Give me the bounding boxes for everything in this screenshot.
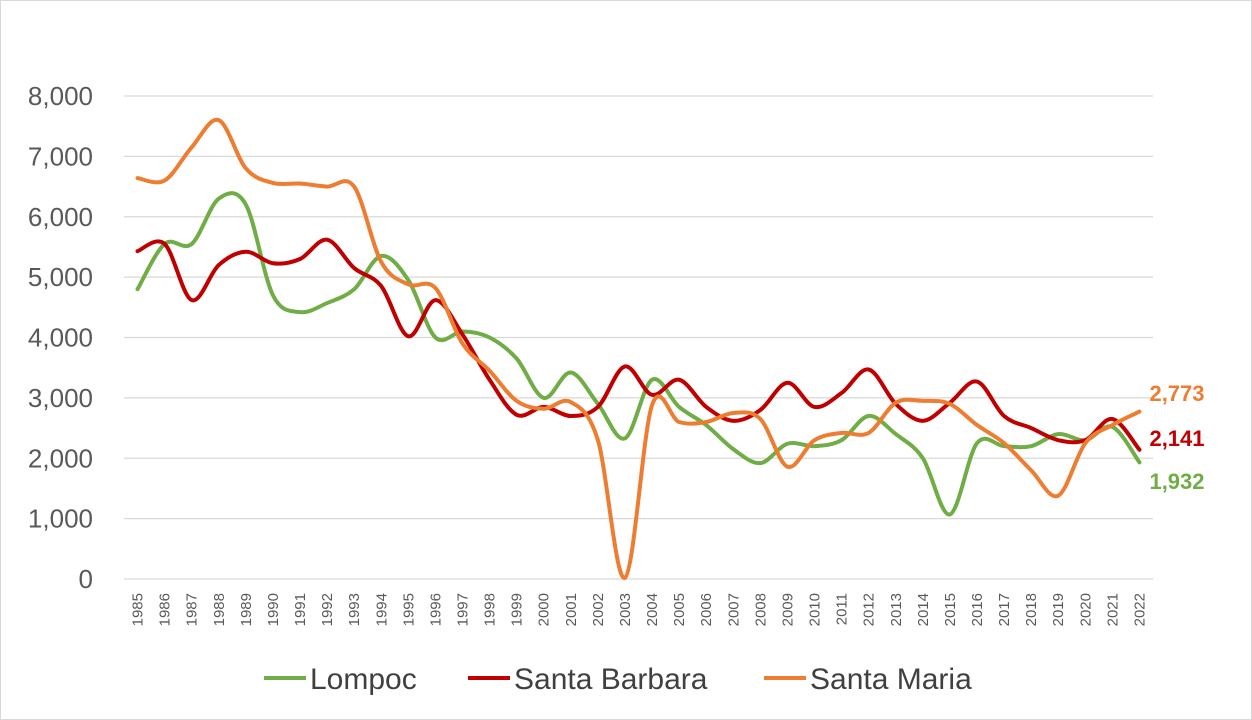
x-tick-label: 2008 (752, 593, 769, 626)
end-labels: 1,932 2,141 2,773 (1149, 381, 1204, 494)
x-tick-label: 2003 (617, 593, 634, 626)
x-tick-label: 2022 (1131, 593, 1148, 626)
x-tick-label: 2015 (942, 593, 959, 626)
x-tick-label: 2017 (996, 593, 1013, 626)
legend-label-santa-barbara: Santa Barbara (514, 663, 708, 696)
end-label-lompoc: 1,932 (1149, 469, 1204, 494)
end-label-santa-barbara: 2,141 (1149, 426, 1204, 451)
x-tick-label: 1985 (130, 593, 147, 626)
legend-label-lompoc: Lompoc (310, 663, 417, 696)
x-tick-label: 2011 (834, 593, 851, 625)
y-tick-label: 7,000 (28, 141, 93, 171)
y-tick-label: 5,000 (28, 262, 93, 292)
x-tick-label: 2019 (1050, 593, 1067, 626)
x-tick-label: 2021 (1104, 593, 1121, 626)
x-tick-label: 2018 (1023, 593, 1040, 626)
x-tick-label: 2001 (563, 593, 580, 626)
x-tick-label: 2006 (698, 593, 715, 626)
x-tick-label: 2012 (861, 593, 878, 626)
x-tick-label: 2007 (725, 593, 742, 626)
series-line-santa-maria (135, 117, 1142, 580)
y-tick-label: 2,000 (28, 443, 93, 473)
x-tick-label: 1995 (400, 593, 417, 626)
x-tick-label: 1988 (211, 593, 228, 626)
x-tick-label: 2013 (888, 593, 905, 626)
x-tick-label: 1987 (184, 593, 201, 626)
x-axis-ticks: 1985 1986 1987 1988 1989 1990 1991 1992 1993 1994… (130, 593, 1149, 626)
x-tick-label: 2020 (1077, 593, 1094, 626)
x-tick-label: 2000 (536, 593, 553, 626)
y-tick-label: 4,000 (28, 323, 93, 353)
x-tick-label: 2014 (915, 593, 932, 626)
x-tick-label: 2002 (590, 593, 607, 626)
x-tick-label: 2004 (644, 593, 661, 626)
gridlines (124, 95, 1153, 580)
y-axis-ticks: 0 1,000 2,000 3,000 4,000 5,000 6,000 7,000 8,00… (28, 81, 93, 594)
x-tick-label: 1993 (346, 593, 363, 626)
y-tick-label: 3,000 (28, 383, 93, 413)
x-tick-label: 1998 (482, 593, 499, 626)
series-line-santa-barbara (135, 237, 1142, 452)
y-tick-label: 8,000 (28, 81, 93, 111)
series-line-lompoc (135, 191, 1142, 517)
x-tick-label: 1997 (454, 593, 471, 626)
legend-label-santa-maria: Santa Maria (810, 663, 972, 696)
x-tick-label: 1991 (292, 593, 309, 626)
x-tick-label: 1990 (265, 593, 282, 626)
x-tick-label: 2009 (779, 593, 796, 626)
x-tick-label: 1992 (319, 593, 336, 626)
x-tick-label: 1996 (427, 593, 444, 626)
x-tick-label: 2010 (807, 593, 824, 626)
y-tick-label: 1,000 (28, 504, 93, 534)
x-tick-label: 1986 (157, 593, 174, 626)
x-tick-label: 2016 (969, 593, 986, 626)
y-tick-label: 0 (79, 564, 93, 594)
x-tick-label: 1999 (509, 593, 526, 626)
end-label-santa-maria: 2,773 (1149, 381, 1204, 406)
series-lines (135, 117, 1142, 580)
x-tick-label: 1994 (373, 593, 390, 626)
y-tick-label: 6,000 (28, 202, 93, 232)
legend: Lompoc Santa Barbara Santa Maria (264, 663, 972, 696)
x-tick-label: 1989 (238, 593, 255, 626)
x-tick-label: 2005 (671, 593, 688, 626)
